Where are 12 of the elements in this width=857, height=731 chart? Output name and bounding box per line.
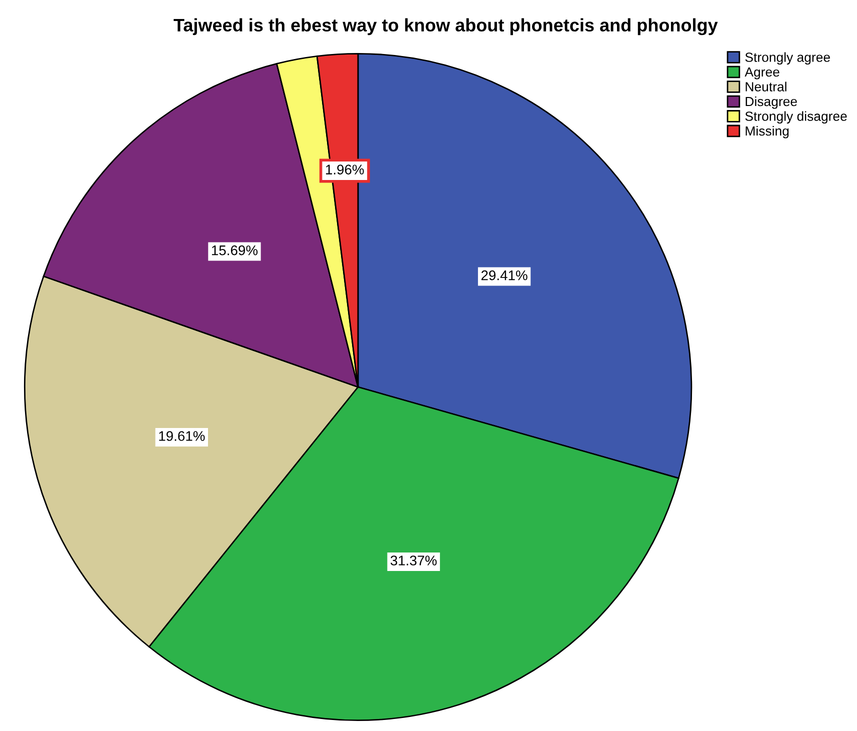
legend-label: Missing [746, 126, 789, 138]
data-label: 1.96% [326, 164, 364, 174]
data-label: 29.41% [481, 270, 528, 280]
legend-label: Disagree [746, 96, 797, 109]
legend-label: Strongly agree [745, 52, 830, 65]
data-label: 31.37% [390, 556, 437, 566]
data-label: 19.61% [159, 431, 205, 441]
legend-label: Agree [744, 67, 780, 80]
chart-title: Tajweed is th ebest way to know about phonetcis and phonolgy [174, 18, 718, 36]
legend-label: Neutral [746, 82, 786, 92]
legend-label: Strongly disagree [745, 111, 847, 124]
data-label: 15.69% [212, 245, 258, 256]
